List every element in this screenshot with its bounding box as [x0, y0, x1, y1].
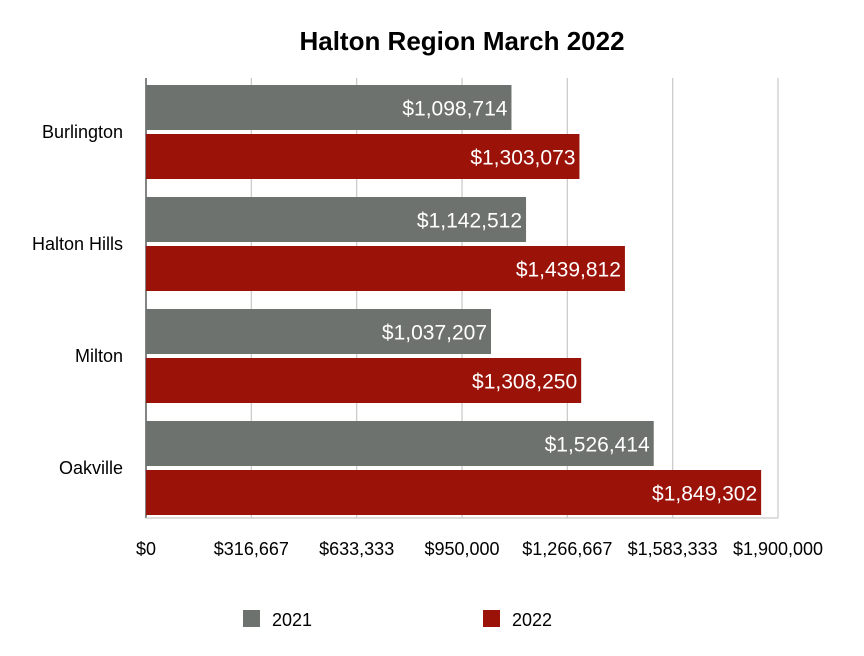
bars: [146, 85, 762, 515]
bar-2021-milton: [146, 309, 492, 354]
x-tick-label: $633,333: [319, 539, 394, 559]
bar-2022-milton: [146, 358, 582, 403]
legend-label-2021: 2021: [272, 610, 312, 630]
data-label: $1,142,512: [417, 210, 522, 233]
category-label: Milton: [75, 346, 123, 366]
data-label: $1,526,414: [545, 434, 650, 457]
x-tick-label: $950,000: [424, 539, 499, 559]
bar-2022-halton-hills: [146, 246, 625, 291]
category-label: Halton Hills: [32, 234, 123, 254]
legend-swatch-2021: [243, 610, 260, 627]
bar-2021-oakville: [146, 421, 654, 466]
data-label: $1,308,250: [472, 371, 577, 394]
bar-2021-burlington: [146, 85, 512, 130]
bar-2022-burlington: [146, 134, 580, 179]
data-label: $1,098,714: [402, 98, 507, 121]
bar-2021-halton-hills: [146, 197, 527, 242]
x-axis-ticks: $0 $316,667 $633,333 $950,000 $1,266,667 $1,5…: [136, 539, 823, 559]
legend: 2021 2022: [243, 610, 552, 630]
x-tick-label: $1,583,333: [628, 539, 718, 559]
chart-title: Halton Region March 2022: [299, 26, 624, 56]
data-label: $1,849,302: [652, 483, 757, 506]
category-label: Oakville: [59, 458, 123, 478]
data-label: $1,439,812: [516, 259, 621, 282]
data-label: $1,037,207: [382, 322, 487, 345]
x-tick-label: $1,900,000: [733, 539, 823, 559]
category-label: Burlington: [42, 122, 123, 142]
data-label: $1,303,073: [470, 147, 575, 170]
x-tick-label: $316,667: [214, 539, 289, 559]
x-tick-label: $1,266,667: [522, 539, 612, 559]
x-tick-label: $0: [136, 539, 156, 559]
legend-label-2022: 2022: [512, 610, 552, 630]
legend-swatch-2022: [483, 610, 500, 627]
bar-2022-oakville: [146, 470, 762, 515]
data-labels: $1,098,714 $1,303,073 $1,142,512 $1,439,812…: [382, 98, 757, 506]
category-labels: Burlington Halton Hills Milton Oakville: [32, 122, 123, 478]
